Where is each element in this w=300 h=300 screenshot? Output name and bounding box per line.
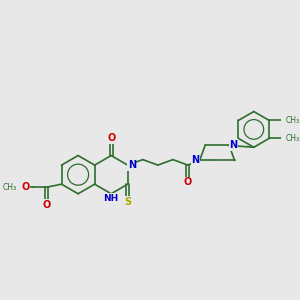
Text: CH₃: CH₃ <box>286 134 300 143</box>
Text: CH₃: CH₃ <box>3 183 17 192</box>
Text: O: O <box>42 200 50 210</box>
Text: CH₃: CH₃ <box>286 116 300 125</box>
Text: N: N <box>230 140 238 150</box>
Text: S: S <box>124 197 131 207</box>
Text: O: O <box>107 133 115 143</box>
Text: O: O <box>21 182 29 192</box>
Text: NH: NH <box>103 194 119 203</box>
Text: N: N <box>128 160 136 170</box>
Text: N: N <box>191 155 200 166</box>
Text: O: O <box>184 177 192 187</box>
